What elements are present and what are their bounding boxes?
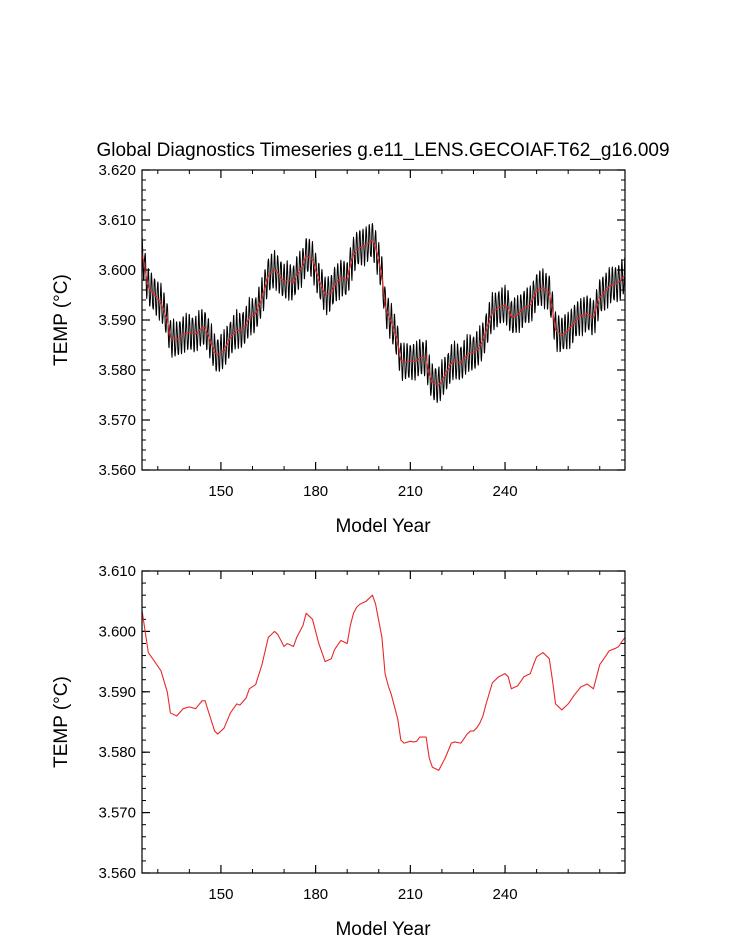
top-y-tick-label: 3.610: [98, 212, 136, 229]
top-y-tick-label: 3.620: [98, 162, 136, 179]
bottom-y-tick-label: 3.560: [98, 865, 136, 882]
bottom-y-tick-label: 3.580: [98, 744, 136, 761]
bottom-plot-frame: [141, 570, 626, 874]
bottom-x-tick-label: 240: [493, 886, 518, 903]
top-x-axis-label: Model Year: [335, 516, 431, 537]
chart-title: Global Diagnostics Timeseries g.e11_LENS…: [96, 140, 669, 161]
top-x-tick-label: 180: [303, 483, 328, 500]
plot-bottom: 3.560 3.570 3.580 3.590 3.600 3.610 150 180 210 2…: [51, 563, 626, 940]
bottom-series: [141, 594, 626, 771]
bottom-axes: 3.560 3.570 3.580 3.590 3.600 3.610 150 180 210 2…: [98, 563, 625, 903]
top-x-tick-label: 210: [398, 483, 423, 500]
bottom-x-tick-label: 150: [208, 886, 233, 903]
top-series: [141, 223, 626, 403]
top-series-annual-mean: [141, 239, 626, 386]
top-plot-frame: [141, 169, 626, 471]
top-y-tick-label: 3.560: [98, 462, 136, 479]
bottom-x-tick-label: 210: [398, 886, 423, 903]
top-y-tick-label: 3.590: [98, 312, 136, 329]
top-y-tick-label: 3.600: [98, 262, 136, 279]
bottom-series-annual-mean: [141, 594, 626, 771]
top-series-monthly: [141, 223, 626, 403]
bottom-y-tick-label: 3.590: [98, 684, 136, 701]
bottom-x-axis-label: Model Year: [335, 919, 431, 940]
plot-top: Global Diagnostics Timeseries g.e11_LENS…: [51, 140, 670, 537]
top-x-tick-label: 240: [493, 483, 518, 500]
top-axes: 3.560 3.570 3.580 3.590 3.600 3.610 3.620 150 18…: [98, 162, 625, 500]
top-y-axis-label: TEMP (°C): [51, 274, 72, 366]
top-x-tick-label: 150: [208, 483, 233, 500]
top-y-tick-label: 3.570: [98, 412, 136, 429]
bottom-y-tick-label: 3.610: [98, 563, 136, 580]
top-y-tick-label: 3.580: [98, 362, 136, 379]
bottom-x-tick-label: 180: [303, 886, 328, 903]
bottom-y-tick-label: 3.600: [98, 623, 136, 640]
bottom-y-axis-label: TEMP (°C): [51, 676, 72, 768]
bottom-y-tick-label: 3.570: [98, 805, 136, 822]
